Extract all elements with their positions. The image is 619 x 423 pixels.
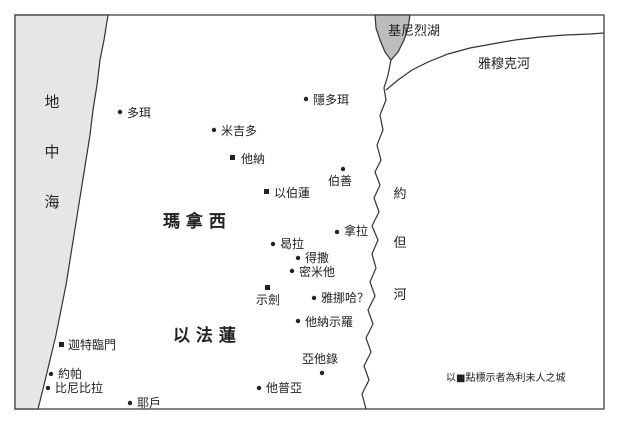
jordan-label-3: 河 bbox=[393, 288, 406, 303]
town-label-gath-hepher: 他普亞 bbox=[266, 381, 302, 395]
town-label-janoah: 雅挪哈？ bbox=[321, 290, 369, 305]
mediterranean-label-1: 地 bbox=[44, 93, 59, 111]
jordan-label-1: 約 bbox=[393, 187, 406, 202]
town-dot-naarah bbox=[334, 229, 340, 235]
town-dot-dor bbox=[117, 109, 123, 115]
mediterranean-label-2: 中 bbox=[44, 143, 59, 161]
town-label-joppa: 約帕 bbox=[58, 366, 82, 381]
town-dot-gath-hepher bbox=[256, 385, 262, 391]
town-label-endor: 隱多珥 bbox=[313, 93, 349, 107]
region-ephraim-label: 以 法 蓮 bbox=[173, 325, 236, 346]
map-frame bbox=[14, 14, 605, 410]
town-dot-yehud bbox=[127, 400, 133, 406]
town-dot-michmethah bbox=[289, 268, 295, 274]
town-label-naarah: 拿拉 bbox=[344, 223, 368, 238]
town-dot-taanath-shiloh bbox=[295, 318, 301, 324]
town-dot-ataroth bbox=[319, 370, 325, 376]
town-dot-joppa bbox=[48, 371, 54, 377]
galilee-lake bbox=[374, 14, 411, 61]
levite-marker-gezer bbox=[59, 342, 64, 347]
levite-marker-shechem bbox=[265, 285, 270, 290]
region-manasseh-label: 瑪 拿 西 bbox=[163, 211, 226, 232]
town-label-tirzah: 得撒 bbox=[305, 250, 329, 265]
town-label-michmethah: 密米他 bbox=[299, 264, 335, 279]
town-dot-megiddo bbox=[211, 127, 217, 133]
levite-marker-taanach bbox=[230, 155, 235, 160]
town-label-yehud: 耶戶 bbox=[137, 396, 161, 410]
yarmuk-river-label: 雅穆克河 bbox=[478, 57, 530, 72]
town-label-dor: 多珥 bbox=[127, 106, 151, 120]
legend-text: 以■點標示者為利未人之城 bbox=[446, 371, 565, 384]
town-label-shechem: 示劍 bbox=[256, 292, 280, 307]
mediterranean-sea bbox=[14, 14, 109, 410]
levite-marker-ibleam bbox=[264, 189, 269, 194]
town-label-ibleam: 以伯蓮 bbox=[274, 185, 310, 200]
town-dot-endor bbox=[303, 96, 309, 102]
mediterranean-label-3: 海 bbox=[44, 193, 59, 211]
jordan-label-2: 但 bbox=[393, 236, 406, 251]
galilee-lake-label: 基尼烈湖 bbox=[388, 24, 440, 39]
town-dot-hamrath bbox=[270, 241, 276, 247]
town-label-bene-berak: 比尼比拉 bbox=[55, 380, 103, 395]
town-label-taanach: 他納 bbox=[241, 152, 265, 166]
town-dot-janoah bbox=[311, 295, 317, 301]
town-dot-tirzah bbox=[295, 255, 301, 261]
town-label-hamrath: 曷拉 bbox=[280, 236, 304, 251]
yarmuk-river bbox=[385, 32, 605, 91]
town-label-bezek: 伯善 bbox=[328, 173, 352, 188]
town-dot-bene-berak bbox=[45, 385, 51, 391]
town-label-gezer: 迦特臨門 bbox=[68, 337, 116, 352]
town-label-taanath-shiloh: 他納示羅 bbox=[305, 315, 353, 329]
town-label-megiddo: 米吉多 bbox=[221, 124, 257, 138]
town-label-ataroth: 亞他錄 bbox=[302, 351, 338, 366]
town-dot-bezek bbox=[340, 166, 346, 172]
jordan-river bbox=[361, 59, 392, 410]
